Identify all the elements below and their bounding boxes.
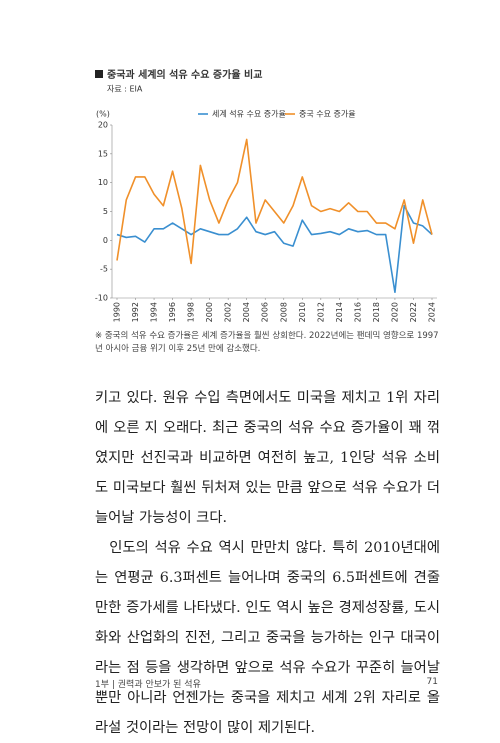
x-tick-label: 2022 xyxy=(409,302,418,322)
y-tick-label: -10 xyxy=(95,294,108,303)
chart-source: 자료 : EIA xyxy=(107,85,143,94)
paragraph: 키고 있다. 원유 수입 측면에서도 미국을 제치고 1위 자리에 오른 지 오… xyxy=(95,390,440,526)
x-tick-label: 1996 xyxy=(168,302,177,322)
title-bullet xyxy=(95,70,103,78)
x-tick-label: 2008 xyxy=(279,302,288,322)
x-tick-label: 2012 xyxy=(316,302,325,322)
x-tick-label: 1990 xyxy=(113,302,122,322)
body-text: 키고 있다. 원유 수입 측면에서도 미국을 제치고 1위 자리에 오른 지 오… xyxy=(95,383,440,743)
series-line xyxy=(116,138,433,265)
x-tick-label: 2024 xyxy=(428,302,437,322)
x-tick-label: 1998 xyxy=(187,302,196,322)
y-tick-label: 0 xyxy=(103,236,108,245)
x-tick-label: 1994 xyxy=(150,302,159,322)
y-tick-label: 20 xyxy=(98,121,108,130)
x-tick-label: 2010 xyxy=(298,302,307,322)
x-tick-label: 2006 xyxy=(261,302,270,322)
x-tick-label: 1992 xyxy=(131,302,140,322)
x-tick-label: 2016 xyxy=(353,302,362,322)
y-tick-label: 10 xyxy=(98,178,108,187)
chart-title: 중국과 세계의 석유 수요 증가율 비교 xyxy=(107,68,262,81)
y-tick-label: -5 xyxy=(100,265,108,274)
chart-note: ※ 중국의 석유 수요 증가율은 세계 증가율을 훨씬 상회한다. 2022년에… xyxy=(95,331,439,354)
page-number: 71 xyxy=(426,677,438,687)
x-tick-label: 2020 xyxy=(390,302,399,322)
chart: 중국과 세계의 석유 수요 증가율 비교 자료 : EIA (%) -10 -5 0… xyxy=(95,68,437,322)
x-tick-label: 2018 xyxy=(372,302,381,322)
x-tick-label: 2004 xyxy=(242,302,251,322)
x-tick-label: 2000 xyxy=(205,302,214,322)
paragraph: 인도의 석유 수요 역시 만만치 않다. 특히 2010년대에는 연평균 6.3… xyxy=(95,540,440,736)
legend-label: 중국 수요 증가율 xyxy=(299,110,356,119)
series-line xyxy=(116,204,433,294)
x-tick-label: 2014 xyxy=(335,302,344,322)
y-axis-label: (%) xyxy=(96,110,110,119)
legend-label: 세계 석유 수요 증가율 xyxy=(212,109,286,119)
y-tick-label: 15 xyxy=(98,149,108,158)
chapter: 1부 | 권력과 안보가 된 석유 xyxy=(95,680,201,690)
y-tick-label: 5 xyxy=(103,207,108,216)
x-tick-label: 2002 xyxy=(224,302,233,322)
